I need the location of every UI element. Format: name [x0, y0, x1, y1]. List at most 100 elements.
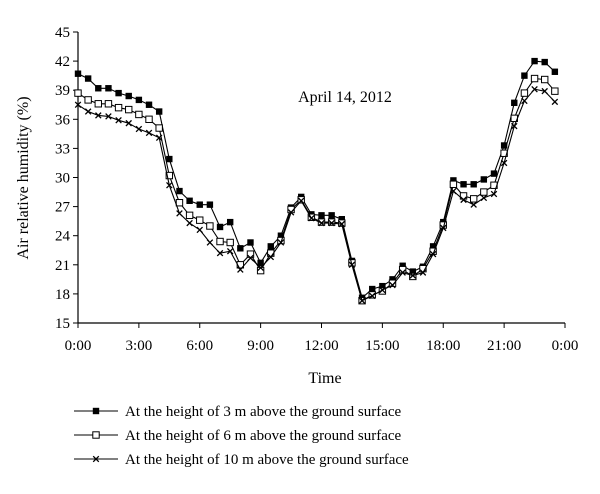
- y-tick-label: 18: [55, 287, 70, 303]
- data-point: [155, 134, 163, 141]
- data-point: [247, 254, 254, 262]
- data-point: [368, 291, 376, 299]
- data-point: [247, 239, 254, 246]
- y-tick-label: 42: [55, 54, 70, 70]
- data-point: [74, 101, 82, 109]
- data-point: [541, 75, 549, 84]
- data-point: [297, 196, 305, 204]
- data-point: [186, 197, 193, 204]
- data-point: [74, 70, 82, 77]
- data-point: [369, 285, 376, 293]
- data-point: [490, 190, 498, 198]
- data-point: [551, 68, 559, 75]
- data-point: [206, 222, 214, 230]
- data-point: [551, 87, 559, 95]
- y-tick-label: 24: [55, 229, 71, 245]
- data-point: [379, 286, 386, 294]
- data-point: [521, 97, 528, 105]
- y-axis-title: Air relative humidity (%): [15, 96, 32, 259]
- data-point: [196, 201, 203, 208]
- data-point: [409, 272, 417, 281]
- data-point: [84, 75, 92, 82]
- data-point: [541, 58, 548, 66]
- data-point: [348, 261, 356, 269]
- data-point: [115, 117, 122, 124]
- data-point: [511, 99, 518, 107]
- data-point: [378, 287, 387, 295]
- data-point: [237, 245, 244, 252]
- data-point: [135, 125, 143, 133]
- y-tick-label: 39: [55, 83, 70, 99]
- data-point: [155, 108, 163, 115]
- annotation-date: April 14, 2012: [298, 89, 392, 106]
- data-point: [206, 239, 214, 246]
- data-point: [206, 201, 214, 208]
- data-point: [318, 212, 325, 219]
- data-point: [338, 216, 345, 223]
- y-tick-label: 30: [55, 171, 70, 187]
- legend-label: At the height of 10 m above the ground s…: [125, 452, 409, 468]
- data-point: [92, 407, 100, 415]
- data-point: [328, 219, 335, 227]
- data-point: [520, 89, 529, 97]
- data-point: [176, 187, 183, 195]
- data-point: [145, 101, 153, 108]
- data-point: [531, 57, 538, 65]
- data-point: [125, 92, 132, 100]
- data-point: [94, 100, 102, 108]
- data-point: [521, 72, 528, 79]
- series-3: [74, 85, 559, 304]
- data-point: [419, 269, 427, 276]
- data-point: [166, 155, 173, 163]
- data-point: [328, 212, 335, 219]
- data-point: [460, 196, 467, 204]
- data-point: [105, 113, 112, 120]
- series-2: [74, 74, 559, 305]
- x-tick-label: 21:00: [487, 338, 521, 354]
- data-point: [450, 177, 457, 184]
- y-tick-label: 15: [55, 316, 70, 332]
- data-point: [449, 180, 458, 188]
- data-point: [125, 105, 133, 114]
- data-point: [226, 247, 234, 255]
- data-point: [358, 297, 366, 304]
- data-point: [92, 431, 100, 439]
- y-tick-label: 36: [55, 112, 71, 128]
- data-point: [176, 210, 183, 217]
- y-tick-label: 27: [55, 200, 71, 216]
- x-tick-label: 3:00: [126, 338, 153, 354]
- x-axis-ticks: 0:00 3:00 6:00 9:00 12:00 15:00 18:00 21:00 0:00: [65, 323, 578, 354]
- x-tick-label: 15:00: [365, 338, 399, 354]
- data-point: [429, 243, 437, 250]
- data-point: [480, 176, 488, 183]
- data-point: [470, 181, 477, 188]
- y-axis-ticks: 15 18 21 24 27 30 33 36 39 42 45: [55, 25, 78, 332]
- data-point: [226, 238, 234, 247]
- legend-item-3: At the height of 10 m above the ground s…: [74, 452, 409, 468]
- data-point: [216, 223, 224, 231]
- y-tick-label: 21: [55, 258, 70, 274]
- data-point: [155, 124, 163, 132]
- data-point: [318, 219, 325, 227]
- data-point: [196, 216, 204, 224]
- data-point: [92, 455, 100, 463]
- data-point: [389, 276, 396, 283]
- data-point: [226, 218, 234, 226]
- data-point: [114, 103, 123, 112]
- data-point: [216, 249, 224, 257]
- y-tick-label: 45: [55, 25, 70, 41]
- data-point: [216, 237, 224, 246]
- data-point: [450, 187, 457, 195]
- data-point: [135, 96, 143, 104]
- data-point: [74, 89, 82, 97]
- data-point: [399, 269, 406, 276]
- data-point: [105, 85, 112, 92]
- legend-item-1: At the height of 3 m above the ground su…: [74, 404, 402, 420]
- data-point: [500, 142, 508, 149]
- data-point: [460, 181, 467, 188]
- data-point: [165, 171, 174, 180]
- data-point: [551, 98, 559, 106]
- data-point: [388, 279, 397, 287]
- data-point: [95, 85, 102, 92]
- data-point: [95, 112, 102, 119]
